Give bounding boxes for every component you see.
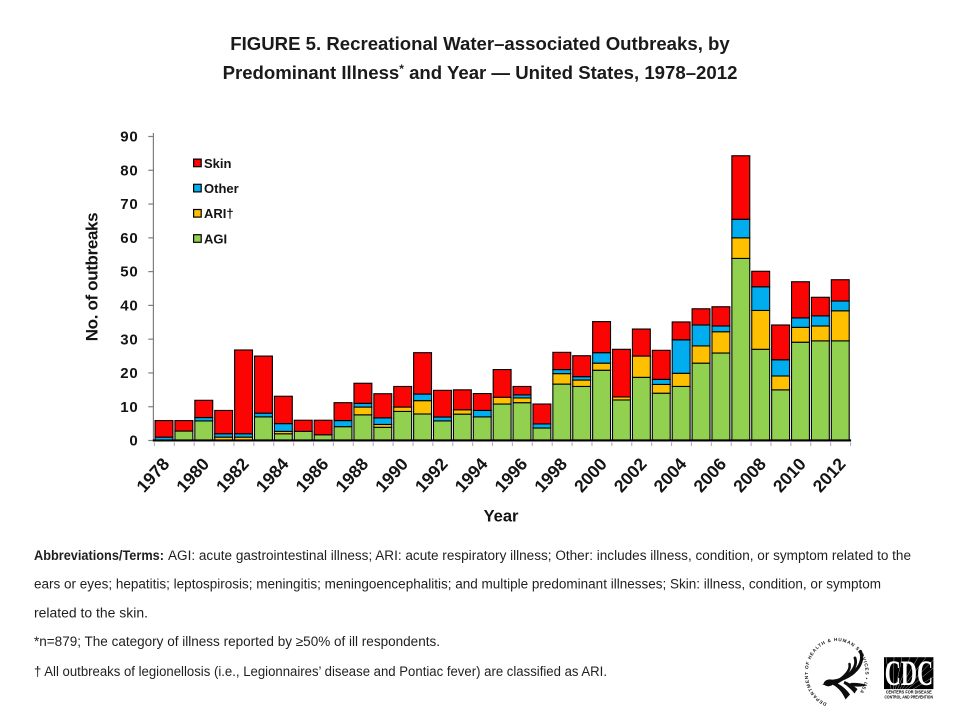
svg-text:80: 80 [120,162,138,179]
svg-text:40: 40 [120,297,138,314]
svg-text:CDC: CDC [885,654,933,694]
svg-text:70: 70 [120,196,138,213]
svg-text:No. of outbreaks: No. of outbreaks [83,213,102,342]
svg-text:CONTROL AND PREVENTION: CONTROL AND PREVENTION [884,694,933,699]
svg-text:Year: Year [484,508,519,526]
svg-text:Abbreviations/Terms:: Abbreviations/Terms: [34,548,164,563]
svg-text:ears or eyes; hepatitis; lepto: ears or eyes; hepatitis; leptospirosis; … [34,577,881,592]
svg-text:Other: Other [204,181,239,196]
svg-text:Predominant Illness* and Year: Predominant Illness* and Year — United S… [223,62,738,83]
svg-text:AGI: acute gastrointestinal il: AGI: acute gastrointestinal illness; ARI… [168,548,911,563]
svg-text:related to the skin.: related to the skin. [34,606,148,621]
svg-text:Skin: Skin [204,156,232,171]
svg-text:*n=879; The category of illnes: *n=879; The category of illness reported… [34,634,440,649]
svg-text:AGI: AGI [204,231,227,246]
svg-text:30: 30 [120,331,138,348]
svg-text:60: 60 [120,230,138,247]
svg-text:ARI†: ARI† [204,206,234,221]
svg-text:50: 50 [120,264,138,281]
svg-text:† All outbreaks of legionellos: † All outbreaks of legionellosis (i.e., … [34,664,607,679]
svg-text:CENTERS FOR DISEASE: CENTERS FOR DISEASE [886,689,932,694]
svg-text:20: 20 [120,365,138,382]
svg-text:0: 0 [129,433,138,450]
svg-text:10: 10 [120,399,138,416]
svg-text:FIGURE 5. Recreational Water–a: FIGURE 5. Recreational Water–associated … [230,33,730,54]
svg-text:90: 90 [120,129,138,146]
